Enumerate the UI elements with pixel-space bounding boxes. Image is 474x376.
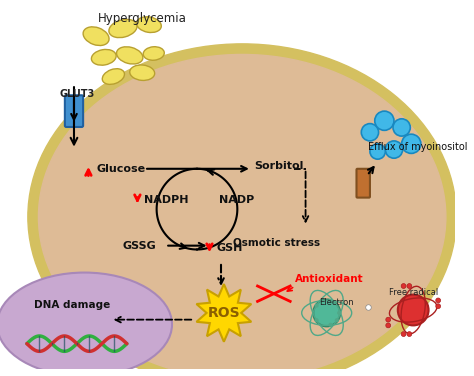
Circle shape [401,332,406,337]
Ellipse shape [28,44,456,376]
Ellipse shape [137,17,161,32]
Ellipse shape [38,55,446,376]
Text: ROS: ROS [208,306,240,320]
Text: Hyperglycemia: Hyperglycemia [98,12,187,25]
Text: Efflux of myoinositol: Efflux of myoinositol [368,142,468,152]
Ellipse shape [117,47,143,64]
Circle shape [314,318,319,322]
FancyBboxPatch shape [65,95,83,127]
Circle shape [407,284,412,288]
Text: GLUT3: GLUT3 [60,89,95,99]
Text: Sorbitol: Sorbitol [255,161,304,171]
Circle shape [313,299,340,326]
Circle shape [393,119,410,136]
Text: Osmotic stress: Osmotic stress [233,238,320,248]
Text: Glucose: Glucose [96,164,145,174]
Circle shape [370,144,385,159]
Ellipse shape [143,47,164,60]
Circle shape [361,124,379,141]
Ellipse shape [0,273,172,376]
Ellipse shape [109,19,137,38]
Circle shape [386,317,391,322]
Text: NADP: NADP [219,194,255,205]
Text: DNA damage: DNA damage [34,300,110,310]
Circle shape [407,332,412,337]
Polygon shape [196,284,251,342]
Circle shape [401,134,421,153]
Circle shape [436,304,440,309]
Circle shape [328,323,333,327]
Text: Free radical: Free radical [389,288,438,297]
Circle shape [337,311,341,315]
Ellipse shape [102,69,125,84]
FancyBboxPatch shape [356,169,370,198]
Circle shape [385,141,402,158]
Text: GSH: GSH [216,243,243,253]
Circle shape [328,299,333,303]
Circle shape [314,303,319,308]
Ellipse shape [83,27,109,45]
Circle shape [375,111,394,130]
Circle shape [436,298,440,303]
Text: GSSG: GSSG [123,241,157,251]
Circle shape [398,295,428,325]
Circle shape [335,318,339,322]
Text: Antioxidant: Antioxidant [295,274,364,284]
Text: Electron: Electron [319,297,354,306]
Circle shape [401,284,406,288]
Ellipse shape [91,49,116,65]
Circle shape [386,323,391,328]
Ellipse shape [130,65,155,80]
Text: NADPH: NADPH [144,194,189,205]
